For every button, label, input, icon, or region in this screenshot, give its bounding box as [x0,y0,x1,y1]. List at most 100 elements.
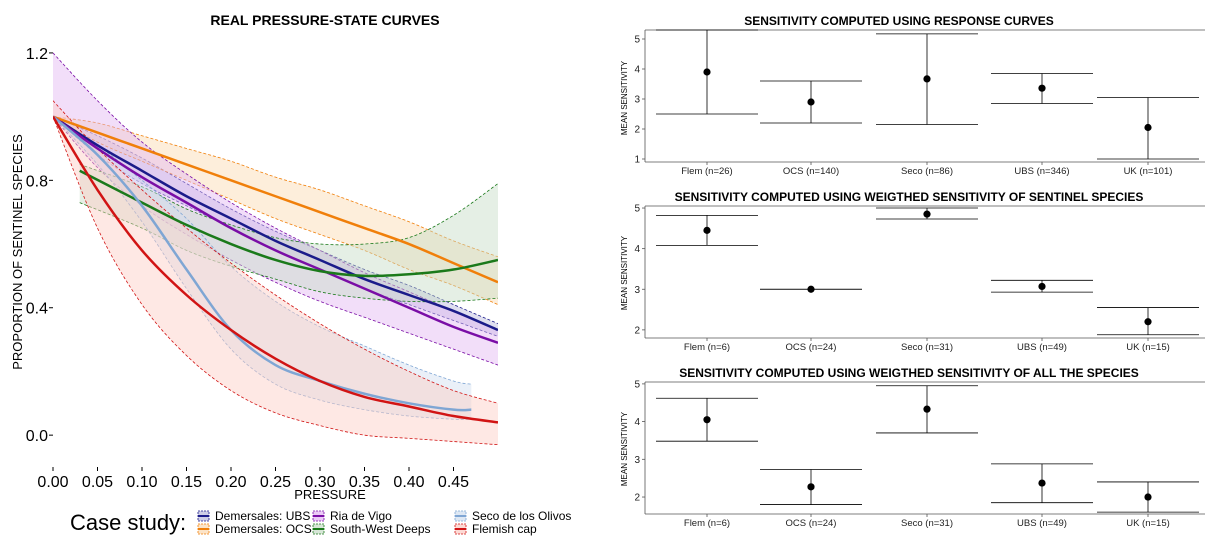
x-tick-label: Seco (n=31) [901,342,953,353]
panel-1-title: SENSITIVITY COMPUTED USING RESPONSE CURV… [744,14,1054,28]
band-upper-edge-1 [53,116,498,258]
band-lower-edge-4 [53,116,472,420]
confidence-bands [53,52,498,446]
y-tick-label: 0.8 [26,173,48,190]
mean-point [923,210,931,218]
left-x-axis: 0.00 0.05 0.10 0.15 0.20 0.25 0.30 0.35 0.40 0.45 [37,467,469,491]
x-tick-label: UK (n=15) [1126,342,1170,353]
y-tick-label: 2 [634,493,640,504]
y-tick-label: 5 [634,379,640,390]
panel-2-plot: 2 3 4 5 Flem (n=6) OCS (n=24) Seco (n=31) UBS (… [634,204,1205,353]
mean-point [807,98,815,106]
mean-point [807,285,815,293]
panel-3-plot: 2 3 4 5 Flem (n=6) OCS (n=24) Seco (n=31) UBS (… [634,379,1205,529]
x-tick-label: 0.25 [260,474,291,491]
panel-3-title: SENSITIVITY COMPUTED USING WEIGTHED SENS… [679,366,1139,380]
left-y-axis: 0.0 0.4 0.8 1.2 [26,46,53,445]
series-line-5 [53,115,498,424]
confidence-band-1 [53,116,498,305]
series-line-2 [53,115,498,344]
mean-point [807,483,815,491]
x-tick-label: 0.00 [37,474,68,491]
mean-point [1144,318,1152,326]
band-lower-edge-5 [53,116,498,446]
band-upper-edge-2 [53,52,498,331]
x-tick-label: 0.40 [393,474,424,491]
mean-point [703,68,711,76]
mean-point [1144,123,1152,132]
legend-title: Case study: [70,510,186,535]
y-tick-label: 3 [634,455,640,466]
mean-point [1038,84,1046,92]
x-tick-label: Flem (n=6) [684,342,730,353]
legend-label: Seco de los Olivos [472,509,571,523]
x-tick-label: OCS (n=24) [786,518,837,529]
legend-label: South-West Deeps [330,522,431,536]
y-tick-label: 4 [634,65,640,76]
pressure-state-chart: REAL PRESSURE-STATE CURVES 0.00.40.81.2 … [10,12,571,536]
mean-point [1038,479,1046,487]
x-tick-label: 0.20 [215,474,246,491]
y-tick-label: 0.4 [26,301,48,318]
y-tick-label: 3 [634,95,640,106]
left-chart-title: REAL PRESSURE-STATE CURVES [210,12,439,28]
y-tick-label: 2 [634,325,640,336]
confidence-band-0 [53,116,498,337]
band-upper-edge-4 [53,116,472,385]
x-tick-label: UBS (n=49) [1017,342,1067,353]
mean-point [923,75,931,83]
panel-2-y-label: MEAN SENSITIVITY [620,235,629,310]
y-tick-label: 3 [634,285,640,296]
left-x-label: PRESSURE [294,487,366,502]
mean-point [923,405,931,413]
panel-1-y-label: MEAN SENSITIVITY [620,60,629,135]
x-tick-label: UK (n=101) [1124,166,1173,177]
x-tick-label: 0.35 [349,474,380,491]
y-tick-label: 1 [634,155,640,166]
legend-label: Flemish cap [472,522,537,536]
legend-item: Demersales: UBS [197,509,310,523]
legend-label: Demersales: OCS [215,522,312,536]
mean-point [1144,493,1152,501]
mean-point [1038,282,1046,291]
legend-item: Flemish cap [454,522,537,536]
y-tick-label: 5 [634,35,640,46]
y-tick-label: 0.0 [26,428,48,445]
y-tick-label: 2 [634,125,640,136]
left-y-label: PROPORTION OF SENTINEL SPECIES [10,134,25,370]
series-line-4 [53,115,472,412]
x-tick-label: UK (n=15) [1126,518,1170,529]
curves [53,115,498,424]
band-upper-edge-5 [53,100,498,404]
y-tick-label: 5 [634,204,640,215]
legend-item: Seco de los Olivos [454,509,571,523]
legend-label: Ria de Vigo [330,509,392,523]
legend-label: Demersales: UBS [215,509,310,523]
legend-item: Demersales: OCS [197,522,312,536]
series-line-3 [79,169,498,278]
x-tick-label: UBS (n=346) [1014,166,1069,177]
x-tick-label: 0.30 [304,474,335,491]
band-lower-edge-2 [53,116,498,366]
legend-item: Ria de Vigo [312,509,392,523]
band-upper-edge-3 [79,164,498,246]
legend-item: South-West Deeps [312,522,431,536]
mean-point [703,416,711,424]
x-tick-label: UBS (n=49) [1017,518,1067,529]
x-tick-label: Seco (n=31) [901,518,953,529]
mean-point [703,226,711,234]
x-tick-label: OCS (n=24) [786,342,837,353]
confidence-band-3 [79,164,498,302]
series-line-0 [53,115,498,332]
x-tick-label: Seco (n=86) [901,166,953,177]
x-tick-label: 0.45 [438,474,469,491]
x-tick-label: Flem (n=6) [684,518,730,529]
panel-1-plot: 1 2 3 4 5 Flem (n=26) OCS (n=140) Seco (n=86) UB… [634,29,1205,177]
x-tick-label: 0.10 [126,474,157,491]
y-tick-label: 1.2 [26,46,48,63]
series-line-1 [53,115,498,284]
panel-2-title: SENSITIVITY COMPUTED USING WEIGTHED SENS… [675,190,1144,204]
x-tick-label: 0.05 [82,474,113,491]
